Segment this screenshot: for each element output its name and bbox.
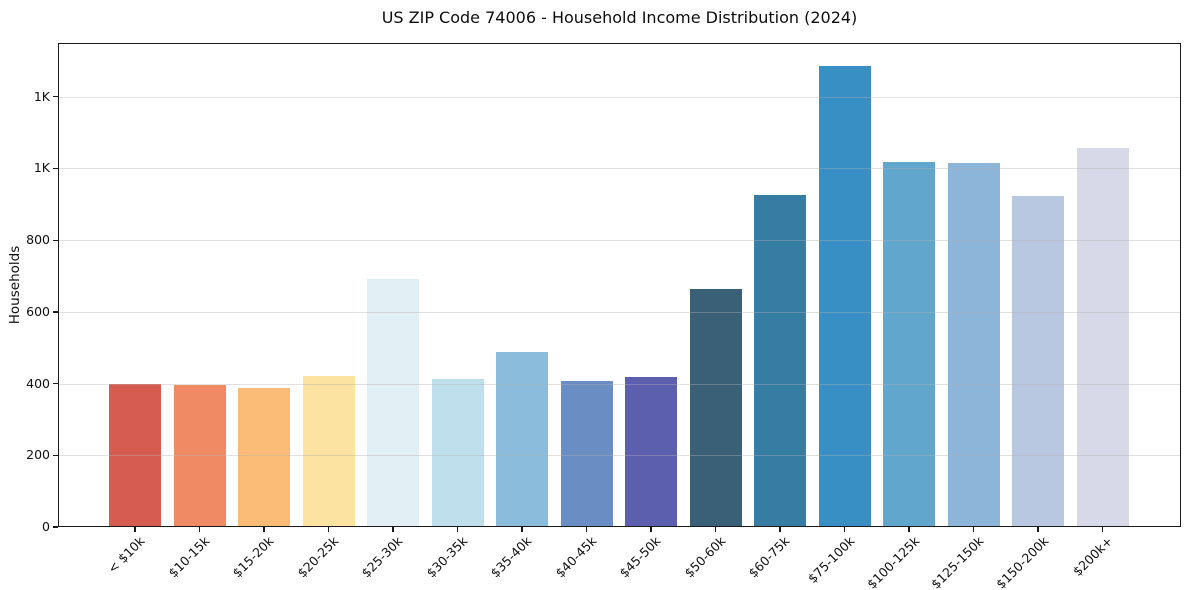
x-tick-mark bbox=[650, 527, 652, 532]
plot-area bbox=[58, 43, 1181, 527]
gridline bbox=[58, 240, 1181, 242]
bar bbox=[947, 163, 1000, 527]
y-tick-label: 1K bbox=[33, 160, 50, 176]
bar bbox=[496, 352, 548, 527]
y-tick-mark bbox=[53, 311, 58, 313]
x-tick-label-text: $40-45k bbox=[552, 533, 600, 581]
x-tick-mark bbox=[843, 527, 846, 532]
gridline bbox=[58, 168, 1181, 170]
x-tick-label-text: $45-50k bbox=[616, 533, 664, 581]
x-tick-mark bbox=[908, 527, 910, 532]
x-tick-mark bbox=[263, 527, 265, 532]
x-tick-label-text: $25-30k bbox=[358, 533, 406, 581]
x-tick-mark bbox=[198, 527, 201, 532]
bar bbox=[883, 162, 935, 527]
bar bbox=[818, 66, 871, 527]
bar bbox=[625, 377, 677, 527]
x-tick-label-text: $125-150k bbox=[928, 533, 987, 590]
y-tick-mark bbox=[53, 526, 58, 528]
bar bbox=[431, 379, 484, 527]
x-tick-mark bbox=[714, 527, 717, 532]
x-tick-label-text: $60-75k bbox=[745, 533, 793, 581]
y-tick-mark bbox=[53, 382, 58, 385]
bar bbox=[367, 278, 419, 527]
y-tick-mark bbox=[53, 167, 58, 170]
x-tick-mark bbox=[134, 527, 136, 532]
x-tick-label-text: $20-25k bbox=[294, 533, 342, 581]
chart-title: US ZIP Code 74006 - Household Income Dis… bbox=[381, 8, 858, 27]
bar bbox=[754, 195, 806, 527]
bar bbox=[689, 288, 742, 527]
x-tick-label-text: $10-15k bbox=[165, 533, 213, 581]
x-tick-mark bbox=[1037, 527, 1039, 532]
x-tick-label-text: $100-125k bbox=[863, 533, 922, 590]
x-tick-label-text: $30-35k bbox=[423, 533, 471, 581]
x-tick-label-text: $150-200k bbox=[992, 533, 1051, 590]
x-tick-mark bbox=[779, 527, 781, 532]
x-tick-label-text: $200k+ bbox=[1069, 533, 1116, 579]
x-tick-label-text: $50-60k bbox=[681, 533, 729, 581]
y-tick-label: 0 bbox=[42, 518, 50, 534]
y-tick-mark bbox=[53, 454, 58, 456]
x-tick-label-text: $15-20k bbox=[229, 533, 277, 581]
x-tick-label-text: $35-40k bbox=[487, 533, 535, 581]
y-tick-mark bbox=[53, 239, 58, 241]
x-tick-label-text: $75-100k bbox=[804, 533, 858, 586]
y-tick-label: 600 bbox=[26, 303, 50, 319]
gridline bbox=[58, 383, 1181, 385]
bar bbox=[173, 384, 226, 527]
y-tick-label: 400 bbox=[26, 375, 50, 391]
x-tick-mark bbox=[456, 527, 459, 532]
y-tick-mark bbox=[53, 96, 58, 98]
bar bbox=[1076, 147, 1129, 527]
bar bbox=[238, 387, 290, 527]
x-tick-mark bbox=[585, 527, 588, 532]
bar bbox=[1012, 195, 1064, 527]
x-tick-mark bbox=[327, 527, 330, 532]
x-tick-label-text: < $10k bbox=[105, 533, 148, 577]
gridline bbox=[58, 311, 1181, 313]
x-tick-mark bbox=[392, 527, 394, 532]
y-tick-label: 1K bbox=[33, 88, 50, 104]
x-tick-mark bbox=[1101, 527, 1104, 532]
bar bbox=[560, 381, 613, 527]
bar bbox=[109, 384, 161, 527]
y-tick-label: 200 bbox=[26, 447, 50, 463]
bar bbox=[302, 376, 355, 527]
x-tick-mark bbox=[972, 527, 975, 532]
gridline bbox=[58, 455, 1181, 457]
y-tick-label: 800 bbox=[26, 231, 50, 247]
x-tick-mark bbox=[521, 527, 523, 532]
gridline bbox=[58, 96, 1181, 98]
